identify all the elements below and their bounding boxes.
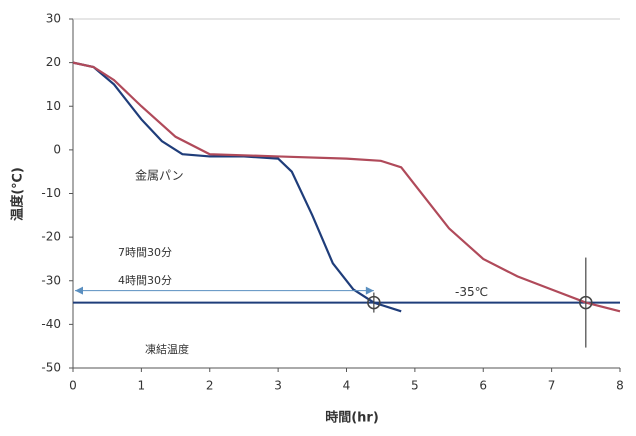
y-tick-label: -30 bbox=[41, 273, 61, 287]
series-label: 金属パン bbox=[135, 168, 184, 183]
x-tick-label: 8 bbox=[616, 379, 624, 393]
y-tick-label: -10 bbox=[41, 186, 61, 200]
x-tick-label: 2 bbox=[206, 379, 214, 393]
y-tick-label: -20 bbox=[41, 230, 61, 244]
y-axis-label: 温度(℃) bbox=[10, 167, 26, 221]
x-tick-label: 6 bbox=[479, 379, 487, 393]
x-tick-label: 7 bbox=[548, 379, 556, 393]
series-line bbox=[72, 61, 621, 313]
y-tick-label: 0 bbox=[53, 142, 61, 156]
annotation: 7時間30分 bbox=[118, 246, 172, 259]
annotation: 4時間30分 bbox=[118, 274, 172, 287]
y-tick-label: 20 bbox=[46, 55, 61, 69]
y-tick-label: -40 bbox=[41, 317, 61, 331]
x-tick-label: 3 bbox=[274, 379, 282, 393]
x-tick-label: 5 bbox=[411, 379, 419, 393]
arrow-head bbox=[365, 286, 374, 295]
reference-label: -35℃ bbox=[455, 285, 488, 299]
x-axis-label: 時間(hr) bbox=[325, 410, 379, 426]
y-tick-label: 10 bbox=[46, 99, 61, 113]
arrow-head bbox=[75, 286, 83, 295]
annotation: 凍結温度 bbox=[145, 342, 189, 356]
x-tick-label: 1 bbox=[138, 379, 146, 393]
x-tick-label: 4 bbox=[343, 379, 351, 393]
y-tick-label: -50 bbox=[41, 361, 61, 375]
x-tick-label: 0 bbox=[69, 379, 77, 393]
y-tick-label: 30 bbox=[46, 12, 61, 26]
